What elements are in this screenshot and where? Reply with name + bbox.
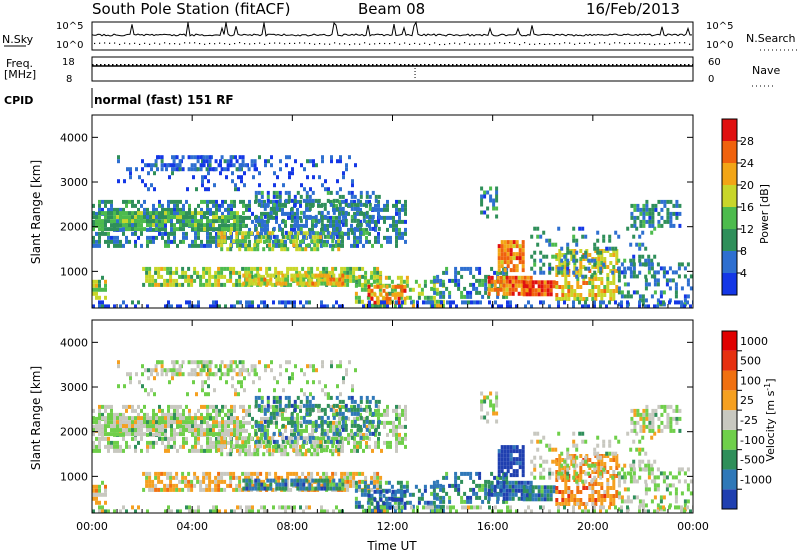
power-ylabel: Slant Range [km]: [29, 160, 43, 264]
velocity-colorbar-tick: 25: [740, 394, 754, 407]
colorbar-segment: [722, 163, 737, 185]
nsky-panel: N.Sky 10^5 10^0 10^5 10^0 N.Search: [2, 21, 800, 51]
time-tick-label: 04:00: [176, 520, 208, 533]
colorbar-segment: [722, 450, 737, 470]
colorbar-segment: [722, 351, 737, 371]
velocity-panel: 1000 2000 3000 4000 Slant Range [km]: [29, 320, 696, 513]
freq-tick-bottom: 8: [66, 74, 72, 85]
range-tick-label: 3000: [60, 381, 88, 394]
power-colorbar: 4 8 12 16 20 24 28: [722, 119, 754, 295]
date-label: 16/Feb/2013: [586, 0, 680, 18]
velocity-colorbar-tick: -100: [740, 434, 765, 447]
power-colorbar-tick: 4: [740, 267, 747, 280]
velocity-colorbar-label: Velocity [m s-1]: [763, 378, 778, 461]
colorbar-segment: [722, 141, 737, 163]
colorbar-segment: [722, 371, 737, 391]
range-tick-label: 4000: [60, 131, 88, 144]
range-tick-label: 3000: [60, 176, 88, 189]
freq-panel: Freq. [MHz] 18 8 60 0 Nave: [4, 57, 780, 86]
colorbar-segment: [722, 430, 737, 450]
velocity-colorbar-tick: 100: [740, 374, 761, 387]
nsearch-tick-bottom: 10^0: [706, 40, 733, 51]
colorbar-segment: [722, 273, 737, 295]
range-tick-label: 2000: [60, 221, 88, 234]
velocity-colorbar-tick: -1000: [740, 473, 772, 486]
range-tick-label: 2000: [60, 426, 88, 439]
colorbar-segment: [722, 469, 737, 489]
power-colorbar-tick: 20: [740, 179, 754, 192]
station-title: South Pole Station (fitACF): [92, 0, 290, 18]
power-colorbar-label: Power [dB]: [758, 184, 771, 244]
time-tick-label: 00:00: [76, 520, 108, 533]
power-panel: 1000 2000 3000 4000 Slant Range [km]: [29, 115, 696, 308]
colorbar-segment: [722, 119, 737, 141]
time-axis-label: Time UT: [366, 539, 417, 553]
time-tick-label: 12:00: [377, 520, 409, 533]
colorbar-segment: [722, 229, 737, 251]
nsearch-label: N.Search: [746, 32, 796, 45]
time-tick-label: 00:00: [677, 520, 709, 533]
range-tick-label: 4000: [60, 336, 88, 349]
time-tick-label: 20:00: [577, 520, 609, 533]
power-colorbar-tick: 16: [740, 201, 754, 214]
nsky-tick-top: 10^5: [56, 21, 83, 32]
nsearch-tick-top: 10^5: [706, 21, 733, 32]
freq-trace: [92, 64, 694, 79]
power-colorbar-tick: 8: [740, 245, 747, 258]
nsky-label: N.Sky: [2, 33, 34, 46]
velocity-colorbar-tick: 1000: [740, 335, 768, 348]
colorbar-segment: [722, 251, 737, 273]
colorbar-segment: [722, 207, 737, 229]
colorbar-segment: [722, 390, 737, 410]
velocity-ylabel: Slant Range [km]: [29, 366, 43, 470]
nave-label: Nave: [752, 64, 780, 77]
nave-tick-bottom: 0: [708, 74, 714, 85]
nsky-tick-bottom: 10^0: [56, 40, 83, 51]
colorbar-segment: [722, 489, 737, 509]
nave-tick-top: 60: [708, 57, 721, 68]
power-colorbar-tick: 12: [740, 223, 754, 236]
velocity-colorbar-tick: -25: [740, 414, 758, 427]
colorbar-segment: [722, 185, 737, 207]
nsky-trace: [92, 22, 692, 45]
velocity-colorbar-tick: 500: [740, 355, 761, 368]
colorbar-segment: [722, 410, 737, 430]
range-tick-label: 1000: [60, 470, 88, 483]
cpid-text: normal (fast) 151 RF: [94, 93, 234, 107]
power-colorbar-tick: 24: [740, 157, 754, 170]
beam-label: Beam 08: [358, 0, 425, 18]
freq-tick-top: 18: [62, 57, 75, 68]
range-tick-label: 1000: [60, 265, 88, 278]
freq-label-line2: [MHz]: [4, 68, 36, 81]
cpid-label: CPID: [4, 94, 33, 107]
time-tick-label: 16:00: [477, 520, 509, 533]
colorbar-segment: [722, 331, 737, 351]
time-tick-label: 08:00: [276, 520, 308, 533]
velocity-colorbar-tick: -500: [740, 454, 765, 467]
power-colorbar-tick: 28: [740, 135, 754, 148]
